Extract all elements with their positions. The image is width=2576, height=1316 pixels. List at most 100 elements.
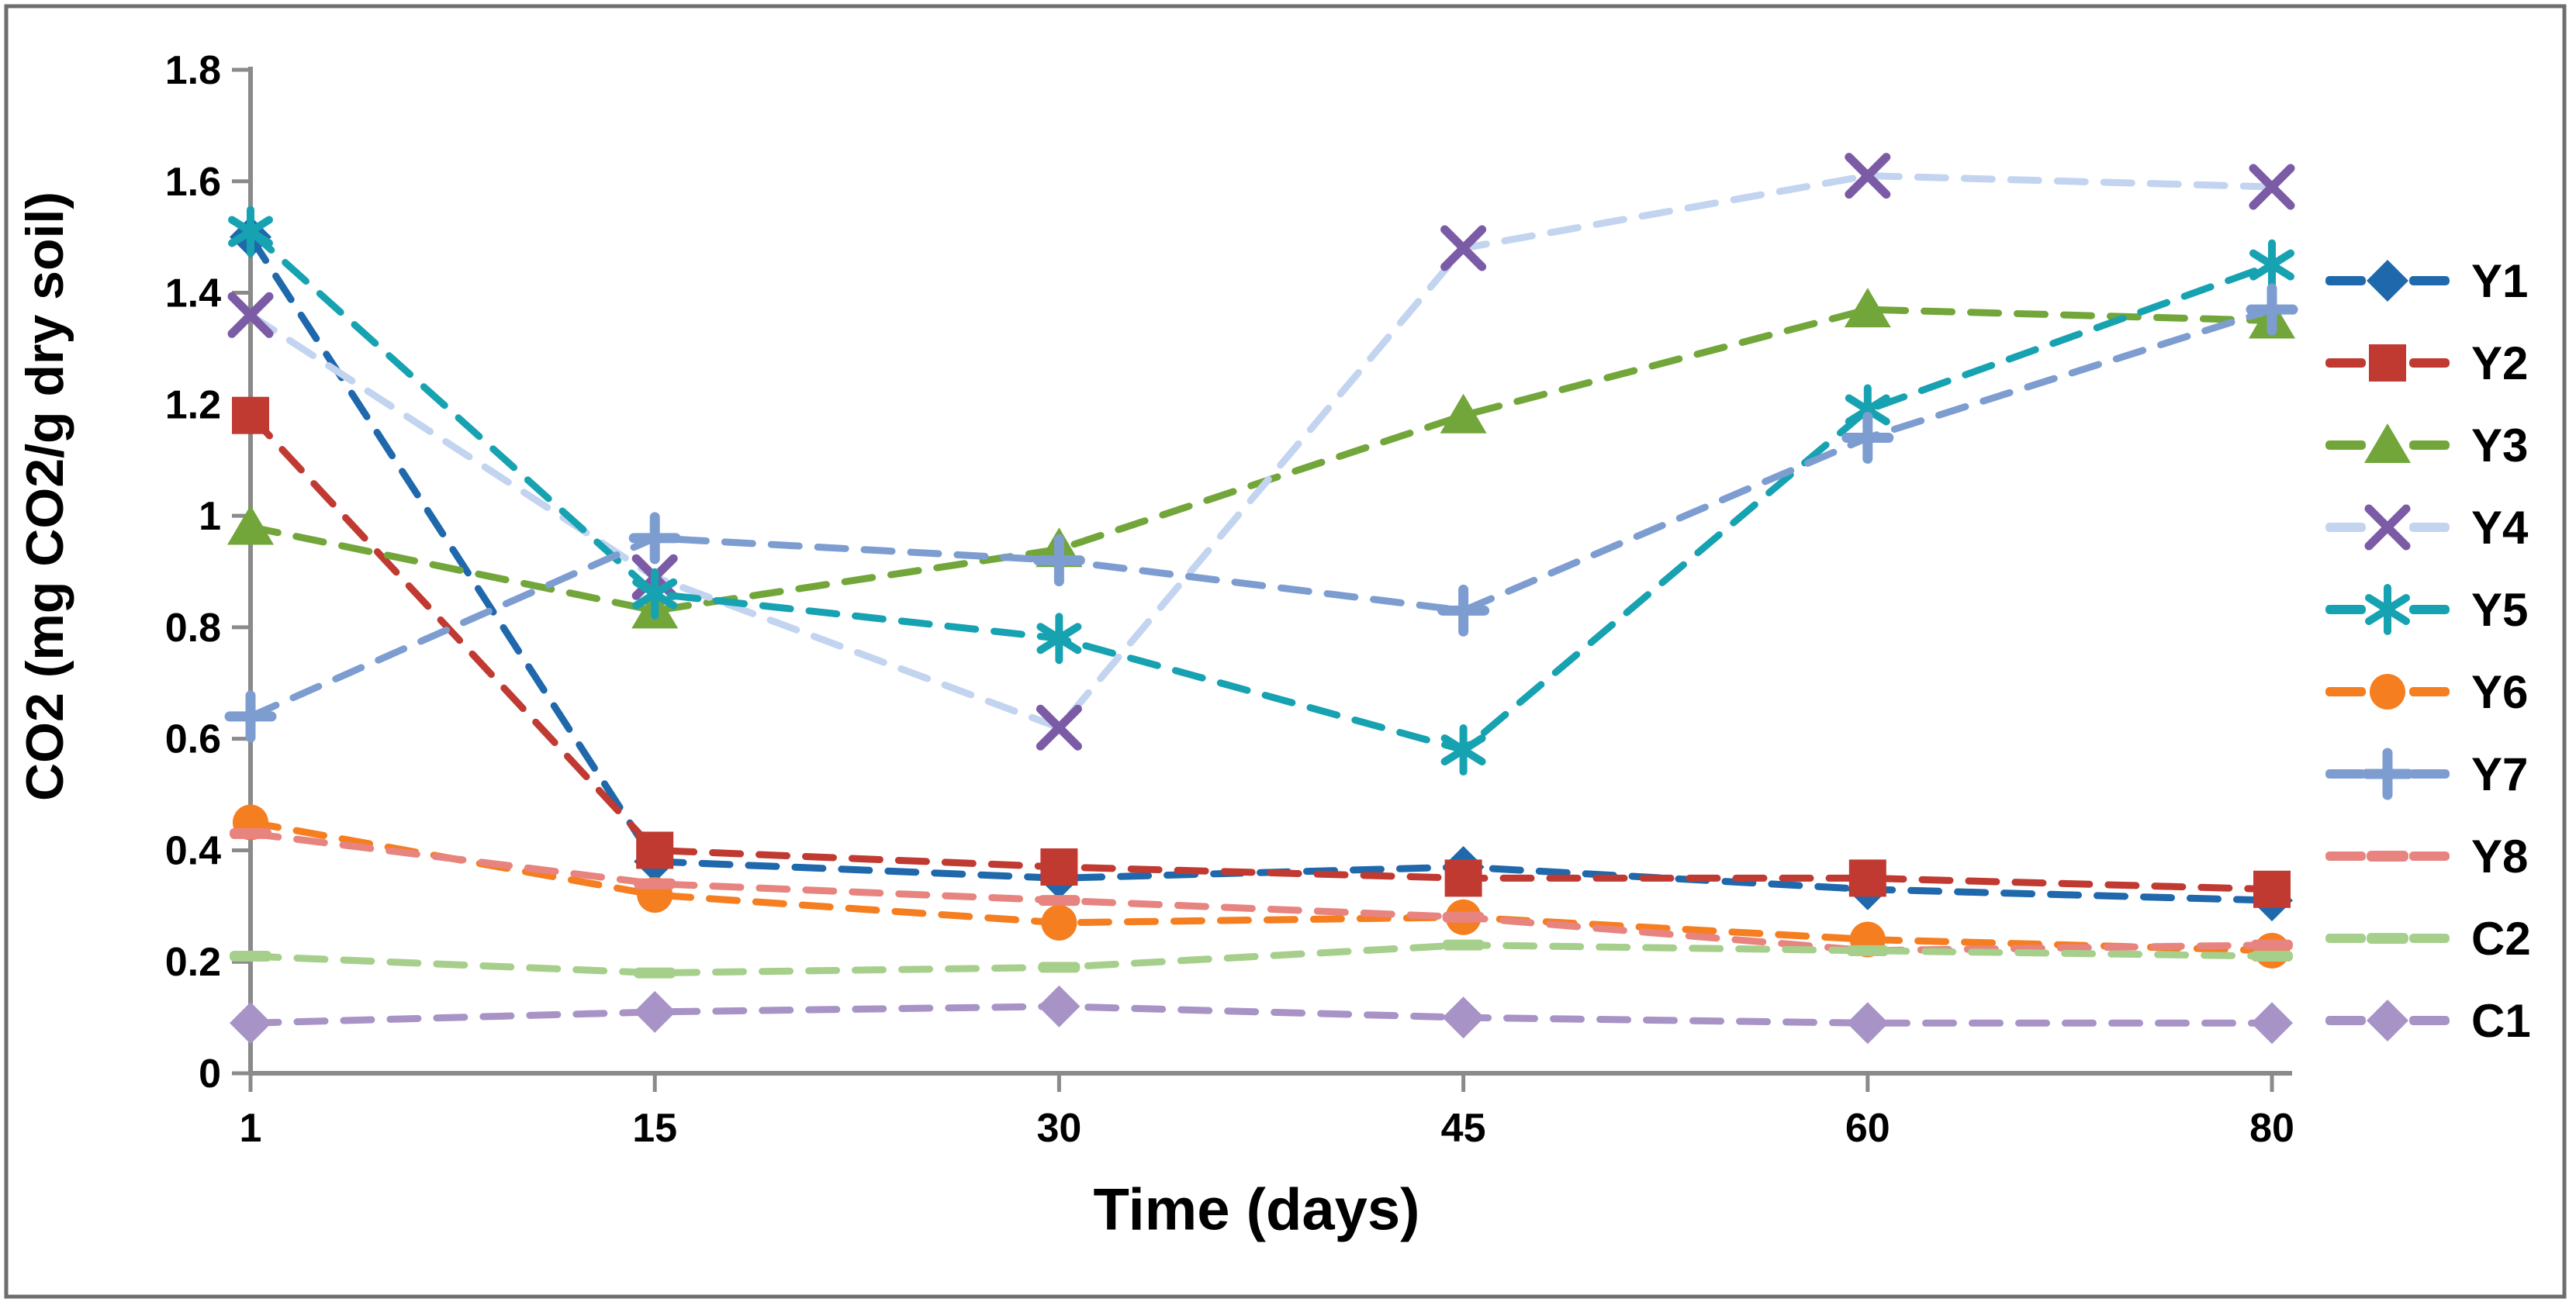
circle-marker bbox=[1041, 904, 1077, 941]
dash-marker bbox=[1038, 895, 1081, 907]
circle-marker bbox=[2254, 932, 2290, 969]
legend-label: Y1 bbox=[2471, 255, 2528, 307]
dash-marker bbox=[2251, 951, 2293, 962]
diamond-marker bbox=[2367, 1000, 2408, 1041]
legend-item-C1: C1 bbox=[2325, 995, 2531, 1047]
series-line-Y7 bbox=[247, 306, 2276, 720]
legend-dash bbox=[2409, 769, 2450, 779]
dash-marker bbox=[1846, 945, 1889, 956]
square-marker bbox=[636, 831, 674, 869]
legend-dash bbox=[2325, 605, 2366, 614]
legend-item-Y5: Y5 bbox=[2325, 584, 2528, 636]
series-line-Y6 bbox=[247, 819, 2276, 955]
legend-label: Y8 bbox=[2471, 831, 2528, 883]
legend-dash bbox=[2409, 1016, 2450, 1025]
diamond-marker bbox=[230, 1002, 271, 1045]
y-tick-label: 1.6 bbox=[165, 160, 221, 205]
legend-label: Y7 bbox=[2471, 748, 2528, 800]
dash-marker bbox=[230, 827, 271, 839]
y-tick-label: 0.8 bbox=[165, 606, 221, 651]
legend-dash bbox=[2325, 851, 2366, 861]
plus-marker bbox=[1841, 411, 1894, 464]
circle-marker bbox=[2370, 674, 2405, 710]
legend: Y1 Y2 Y3 Y4 Y5 Y6 Y7 Y8 C2 C1 bbox=[2325, 255, 2531, 1047]
legend-dash bbox=[2325, 523, 2366, 532]
legend-item-Y3: Y3 bbox=[2325, 420, 2528, 471]
legend-dash bbox=[2409, 358, 2450, 368]
asterisk-marker bbox=[632, 568, 678, 620]
legend-item-Y6: Y6 bbox=[2325, 666, 2528, 718]
series-C1 bbox=[230, 985, 2293, 1045]
x-marker bbox=[1845, 153, 1891, 199]
plus-marker bbox=[224, 690, 277, 743]
legend-label: Y2 bbox=[2471, 337, 2528, 389]
series-line-Y5 bbox=[247, 227, 2276, 755]
legend-dash bbox=[2325, 687, 2366, 696]
asterisk-marker bbox=[1036, 613, 1082, 665]
diamond-marker bbox=[1442, 996, 1485, 1039]
y-tick-label: 1.2 bbox=[165, 382, 221, 427]
legend-item-C2: C2 bbox=[2325, 913, 2531, 965]
legend-dash bbox=[2325, 276, 2366, 285]
series-Y1 bbox=[230, 216, 2293, 922]
series-Y5 bbox=[228, 206, 2294, 776]
y-tick-label: 1 bbox=[199, 494, 221, 539]
square-marker bbox=[2253, 870, 2291, 908]
series-Y6 bbox=[233, 804, 2290, 969]
series-line-C1 bbox=[247, 1003, 2276, 1027]
y-axis-title: CO2 (mg CO2/g dry soil) bbox=[16, 192, 74, 801]
series-line-Y3 bbox=[247, 306, 2276, 614]
dash-marker bbox=[2367, 851, 2408, 862]
legend-dash bbox=[2325, 358, 2366, 368]
plus-marker bbox=[1032, 534, 1085, 587]
legend-label: C1 bbox=[2471, 995, 2531, 1047]
dash-marker bbox=[634, 967, 676, 979]
x-tick-label: 1 bbox=[240, 1106, 262, 1151]
triangle-marker bbox=[1440, 393, 1487, 433]
x-tick-label: 80 bbox=[2249, 1106, 2294, 1151]
legend-item-Y4: Y4 bbox=[2325, 502, 2529, 554]
series-line-Y4 bbox=[247, 172, 2276, 732]
dash-marker bbox=[1038, 962, 1081, 973]
triangle-marker bbox=[227, 505, 274, 545]
y-tick-label: 0 bbox=[199, 1052, 221, 1097]
triangle-marker bbox=[2364, 423, 2411, 463]
dash-marker bbox=[1442, 939, 1485, 951]
series-Y2 bbox=[232, 396, 2291, 908]
legend-item-Y7: Y7 bbox=[2325, 748, 2528, 800]
legend-dash bbox=[2409, 851, 2450, 861]
x-tick-label: 45 bbox=[1441, 1106, 1486, 1151]
triangle-marker bbox=[1844, 288, 1891, 328]
x-axis-title: Time (days) bbox=[1093, 1176, 1420, 1243]
diamond-marker bbox=[634, 990, 676, 1033]
series-line-Y2 bbox=[247, 412, 2276, 893]
asterisk-marker bbox=[1440, 724, 1486, 776]
square-marker bbox=[1848, 859, 1886, 897]
x-tick-label: 30 bbox=[1036, 1106, 1081, 1151]
figure-border bbox=[4, 4, 2567, 1299]
diamond-marker bbox=[1846, 1002, 1889, 1045]
series-Y7 bbox=[224, 283, 2298, 743]
y-tick-label: 0.2 bbox=[165, 940, 221, 985]
x-marker bbox=[227, 292, 274, 338]
square-marker bbox=[2369, 344, 2406, 382]
y-tick-label: 1.4 bbox=[165, 271, 221, 316]
legend-dash bbox=[2409, 276, 2450, 285]
legend-dash bbox=[2409, 934, 2450, 943]
asterisk-marker bbox=[2365, 584, 2410, 635]
x-tick-label: 60 bbox=[1845, 1106, 1890, 1151]
dash-marker bbox=[1442, 911, 1485, 923]
legend-dash bbox=[2409, 687, 2450, 696]
y-tick-label: 0.4 bbox=[165, 828, 221, 873]
dash-marker bbox=[634, 878, 676, 889]
legend-dash bbox=[2409, 523, 2450, 532]
dash-marker bbox=[230, 951, 271, 962]
asterisk-marker bbox=[2249, 239, 2294, 291]
legend-dash bbox=[2325, 1016, 2366, 1025]
asterisk-marker bbox=[228, 206, 273, 257]
legend-label: Y3 bbox=[2471, 420, 2528, 471]
x-marker bbox=[1440, 225, 1487, 271]
plus-marker bbox=[1437, 584, 1490, 637]
